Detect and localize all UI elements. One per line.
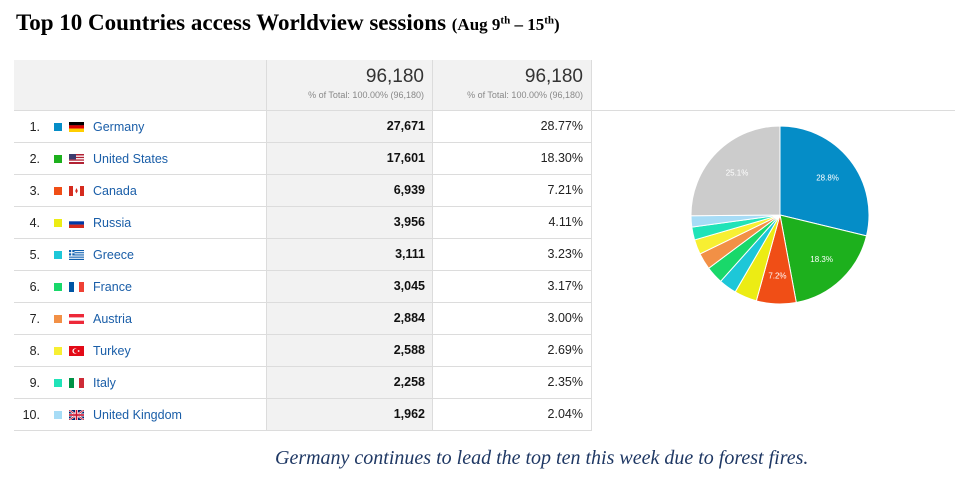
france-flag-icon	[69, 282, 84, 292]
pie-slice-label: 28.8%	[816, 174, 839, 183]
rank-number: 10.	[22, 408, 40, 422]
percent-total: 96,180	[524, 66, 583, 87]
legend-swatch	[54, 187, 62, 195]
legend-swatch	[54, 155, 62, 163]
sessions-value: 3,045	[266, 271, 432, 302]
percent-value: 18.30%	[432, 143, 592, 174]
germany-flag-icon	[69, 122, 84, 132]
rank-number: 1.	[29, 120, 40, 134]
rank-number: 6.	[29, 280, 40, 294]
legend-swatch	[54, 283, 62, 291]
percent-value: 7.21%	[432, 175, 592, 206]
table-row: 4. Russia 3,956 4.11%	[14, 207, 592, 239]
table-row: 8. Turkey 2,588 2.69%	[14, 335, 592, 367]
sessions-value: 1,962	[266, 399, 432, 430]
country-link[interactable]: Austria	[93, 312, 132, 326]
united-kingdom-flag-icon	[69, 410, 84, 420]
percent-value: 3.23%	[432, 239, 592, 270]
sessions-header: 96,180 % of Total: 100.00% (96,180)	[266, 60, 432, 110]
table-row: 7. Austria 2,884 3.00%	[14, 303, 592, 335]
country-link[interactable]: Italy	[93, 376, 116, 390]
rank-number: 3.	[29, 184, 40, 198]
country-link[interactable]: Germany	[93, 120, 145, 134]
percent-value: 28.77%	[432, 111, 592, 142]
page-title: Top 10 Countries access Worldview sessio…	[16, 10, 560, 36]
title-date-range: (Aug 9th – 15th)	[451, 14, 560, 34]
pie-chart: 28.8% 18.3% 7.2% 25.1%	[690, 125, 870, 305]
legend-swatch	[54, 347, 62, 355]
sessions-value: 2,258	[266, 367, 432, 398]
table-row: 6. France 3,045 3.17%	[14, 271, 592, 303]
percent-value: 3.17%	[432, 271, 592, 302]
pie-slice-label: 25.1%	[726, 168, 749, 177]
country-link[interactable]: United Kingdom	[93, 408, 182, 422]
percent-value: 2.69%	[432, 335, 592, 366]
percent-value: 4.11%	[432, 207, 592, 238]
table-row: 2. United States 17,601 18.30%	[14, 143, 592, 175]
turkey-flag-icon	[69, 346, 84, 356]
sessions-value: 2,884	[266, 303, 432, 334]
russia-flag-icon	[69, 218, 84, 228]
pie-slice-other	[690, 125, 781, 217]
united-states-flag-icon	[69, 154, 84, 164]
pie-slice-label: 7.2%	[768, 271, 786, 280]
country-link[interactable]: Russia	[93, 216, 132, 230]
sessions-value: 27,671	[266, 111, 432, 142]
greece-flag-icon	[69, 250, 84, 260]
austria-flag-icon	[69, 314, 84, 324]
canada-flag-icon	[69, 186, 84, 196]
table-header: 96,180 % of Total: 100.00% (96,180) 96,1…	[14, 60, 592, 111]
percent-total-sub: % of Total: 100.00% (96,180)	[467, 90, 583, 100]
table-row: 10. United Kingdom 1,962 2.04%	[14, 399, 592, 431]
legend-swatch	[54, 219, 62, 227]
country-link[interactable]: Canada	[93, 184, 137, 198]
country-link[interactable]: France	[93, 280, 132, 294]
table-row: 9. Italy 2,258 2.35%	[14, 367, 592, 399]
country-link[interactable]: United States	[93, 152, 169, 166]
pie-slice-label: 18.3%	[810, 255, 833, 264]
sessions-value: 6,939	[266, 175, 432, 206]
pie-slice-germany	[779, 125, 870, 237]
percent-value: 2.04%	[432, 399, 592, 430]
rank-number: 8.	[29, 344, 40, 358]
title-main: Top 10 Countries access Worldview sessio…	[16, 10, 447, 35]
legend-swatch	[54, 379, 62, 387]
rank-number: 5.	[29, 248, 40, 262]
countries-table: 96,180 % of Total: 100.00% (96,180) 96,1…	[14, 60, 592, 431]
rank-number: 4.	[29, 216, 40, 230]
caption: Germany continues to lead the top ten th…	[275, 447, 809, 469]
table-body: 1. Germany 27,671 28.77% 2. United States 17,6…	[14, 111, 592, 431]
rank-number: 7.	[29, 312, 40, 326]
rank-number: 2.	[29, 152, 40, 166]
country-link[interactable]: Turkey	[93, 344, 131, 358]
rank-number: 9.	[29, 376, 40, 390]
legend-swatch	[54, 315, 62, 323]
sessions-value: 3,956	[266, 207, 432, 238]
sessions-value: 3,111	[266, 239, 432, 270]
percent-value: 3.00%	[432, 303, 592, 334]
sessions-value: 17,601	[266, 143, 432, 174]
table-row: 1. Germany 27,671 28.77%	[14, 111, 592, 143]
percent-value: 2.35%	[432, 367, 592, 398]
divider-line	[592, 110, 955, 111]
table-row: 5. Greece 3,111 3.23%	[14, 239, 592, 271]
italy-flag-icon	[69, 378, 84, 388]
country-link[interactable]: Greece	[93, 248, 134, 262]
percent-header: 96,180 % of Total: 100.00% (96,180)	[432, 60, 592, 110]
legend-swatch	[54, 123, 62, 131]
legend-swatch	[54, 251, 62, 259]
legend-swatch	[54, 411, 62, 419]
sessions-value: 2,588	[266, 335, 432, 366]
sessions-total-sub: % of Total: 100.00% (96,180)	[308, 90, 424, 100]
table-row: 3. Canada 6,939 7.21%	[14, 175, 592, 207]
sessions-total: 96,180	[365, 66, 424, 87]
pie-slice-united-states	[779, 214, 868, 304]
